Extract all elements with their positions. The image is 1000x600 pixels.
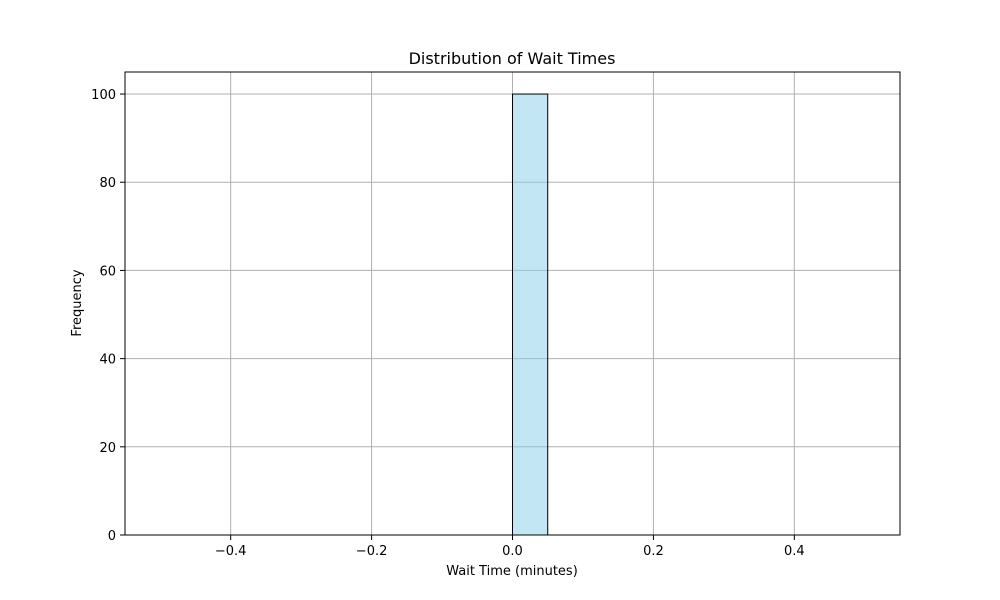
y-tick-label: 100 — [91, 88, 116, 103]
y-tick-label: 80 — [99, 176, 116, 191]
axes — [120, 71, 901, 540]
y-tick-label: 20 — [99, 441, 116, 456]
x-tick-label: 0.0 — [502, 544, 523, 559]
y-tick-label: 0 — [108, 529, 116, 544]
x-axis-label: Wait Time (minutes) — [446, 564, 578, 579]
x-tick-label: 0.4 — [784, 544, 805, 559]
x-tick-label: −0.2 — [356, 544, 388, 559]
histogram-bar-10 — [512, 93, 549, 536]
chart-title: Distribution of Wait Times — [409, 49, 616, 68]
x-tick-label: −0.4 — [215, 544, 247, 559]
x-tick-label: 0.2 — [643, 544, 664, 559]
y-tick-label: 40 — [99, 353, 116, 368]
y-axis-label: Frequency — [70, 269, 85, 336]
tick-labels: −0.4 −0.2 0.0 0.2 0.4 0 20 40 60 80 100 — [91, 88, 804, 559]
y-tick-label: 60 — [99, 264, 116, 279]
histogram-bars — [512, 93, 549, 536]
